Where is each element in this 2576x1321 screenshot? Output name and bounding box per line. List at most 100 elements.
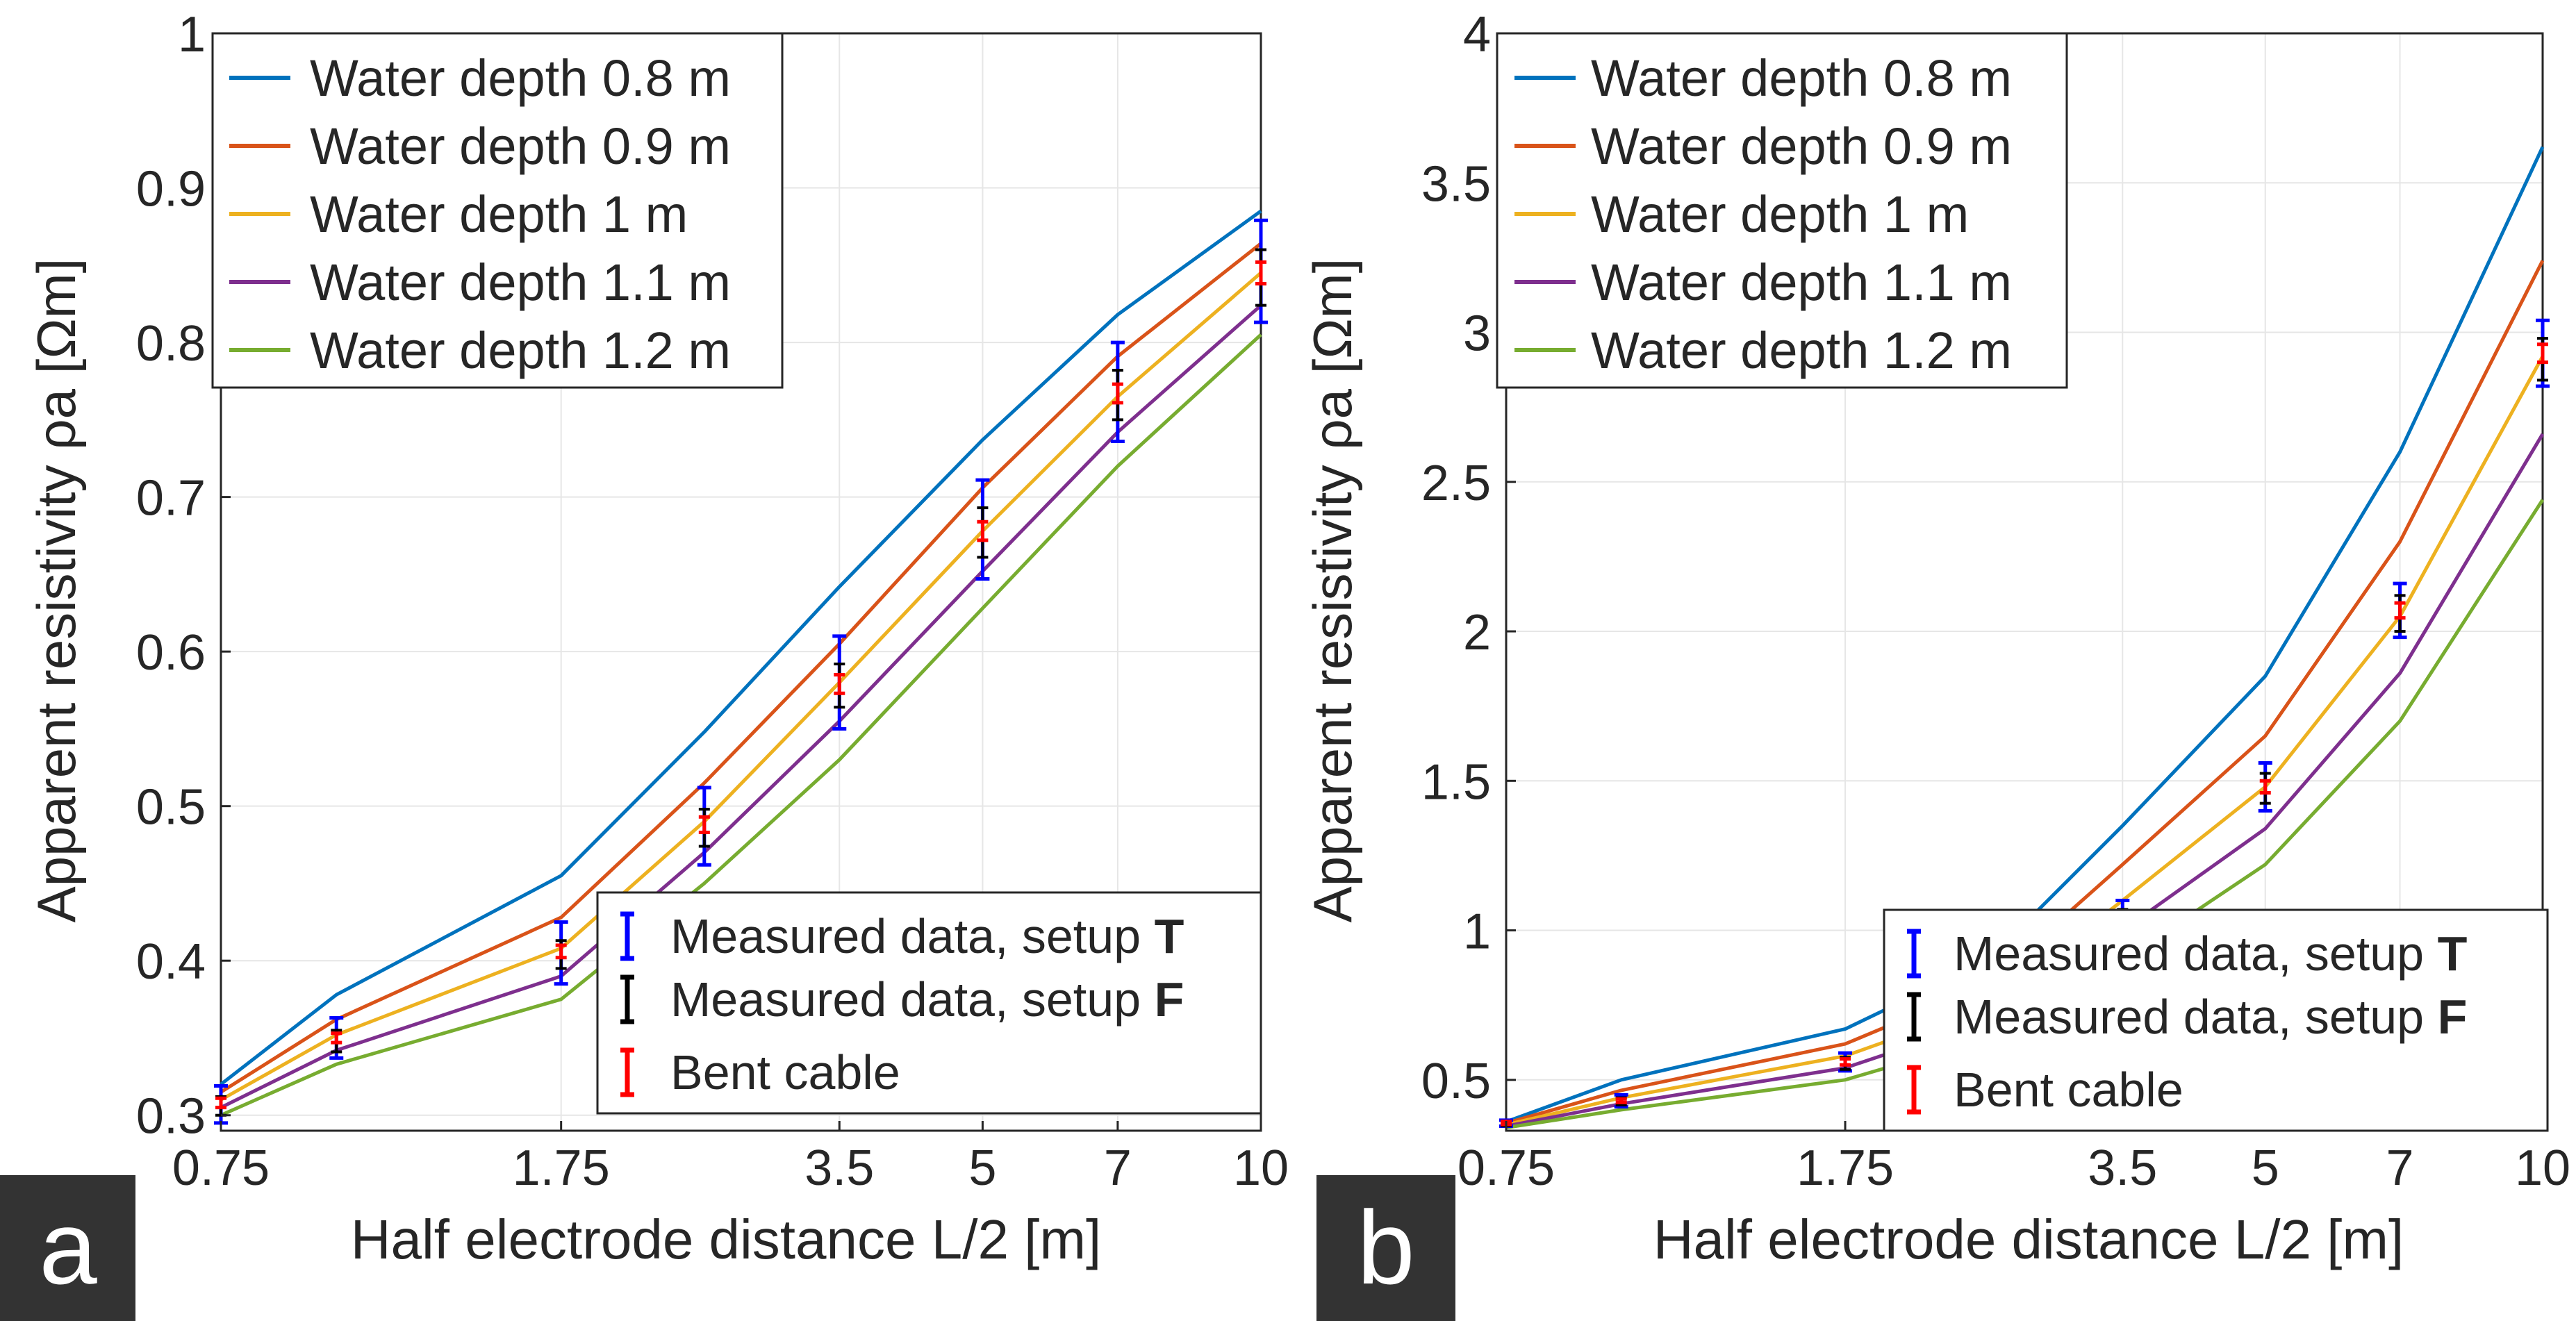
panel-a-errorbar-bent_cable-1 <box>331 1031 342 1045</box>
panel-b-y-tick-label-3: 2 <box>1463 605 1491 660</box>
panel-a-legend-marker-F <box>620 974 634 1024</box>
panel-a-label: a <box>39 1189 97 1306</box>
panel-a-x-tick-label-3: 5 <box>968 1140 996 1196</box>
panel-a-y-tick-label-2: 0.5 <box>136 780 206 836</box>
panel-a-x-tick-label-2: 3.5 <box>804 1140 874 1196</box>
panel-b-x-ticks: 0.75 1.75 3.5 5 7 10 <box>1458 1121 2570 1196</box>
panel-a-legend-marker-entry-0: Measured data, setup T <box>620 909 1184 963</box>
panel-b-y-ticks: 0.5 1 1.5 2 2.5 3 3.5 4 <box>1421 7 1516 1109</box>
panel-a-x-tick-label-0: 0.75 <box>172 1140 270 1196</box>
panel-b: 0.5 1 1.5 2 2.5 3 3.5 4 0.75 1.75 3.5 5 7 10 Apparen… <box>1302 7 2570 1321</box>
panel-a-series-line-3 <box>220 304 1262 1109</box>
panel-b-y-tick-label-0: 0.5 <box>1421 1054 1491 1109</box>
panel-a-legend-marker-label-F-text: Measured data, setup <box>670 972 1155 1027</box>
panel-b-legend-label-1: Water depth 0.9 m <box>1591 117 2012 175</box>
panel-b-legend-label-4: Water depth 1.2 m <box>1591 322 2012 379</box>
panel-a-series-line-4 <box>220 333 1262 1117</box>
panel-b-y-tick-label-4: 2.5 <box>1421 456 1491 511</box>
panel-b-legend-marker-entry-1: Measured data, setup F <box>1907 990 2467 1044</box>
panel-a-legend-marker-entry-1: Measured data, setup F <box>620 972 1184 1027</box>
panel-a-legend-marker-label-T: Measured data, setup T <box>670 909 1184 963</box>
panel-b-x-tick-label-0: 0.75 <box>1458 1140 1555 1196</box>
panel-b-legend-marker-T <box>1907 929 1921 979</box>
panel-a-errorbar-bent_cable-3 <box>698 815 710 835</box>
panel-a-y-ticks: 0.3 0.4 0.5 0.6 0.7 0.8 0.9 1 <box>136 7 231 1145</box>
panel-b-ylabel: Apparent resistivity ρa [Ωm] <box>1302 258 1363 923</box>
panel-b-legend-markers-box <box>1883 908 2549 1132</box>
panel-a-y-tick-label-0: 0.3 <box>136 1089 206 1145</box>
panel-b-series-line-0 <box>1505 146 2545 1124</box>
panel-b-legend-marker-label-T-text: Measured data, setup <box>1954 927 2438 981</box>
panel-a-ylabel: Apparent resistivity ρa [Ωm] <box>26 258 87 923</box>
panel-a-legend-entry-2: Water depth 1 m <box>229 185 688 243</box>
panel-a-legend-marker-label-F: Measured data, setup F <box>670 972 1184 1027</box>
panel-b-y-tick-label-7: 4 <box>1463 7 1491 63</box>
panel-b-legend-marker-label-T-suffix: T <box>2438 927 2468 981</box>
panel-a-errorbar-bent_cable-6 <box>1112 382 1123 405</box>
panel-b-x-tick-label-1: 1.75 <box>1797 1140 1894 1196</box>
panel-a-legend-entry-4: Water depth 1.2 m <box>229 322 731 379</box>
panel-a-legend-lines: Water depth 0.8 m Water depth 0.9 m Wate… <box>211 32 784 389</box>
panel-a-y-tick-label-5: 0.8 <box>136 316 206 372</box>
panel-a-errorbar-bent_cable-4 <box>834 673 845 695</box>
panel-a-legend-entry-1: Water depth 0.9 m <box>229 117 731 175</box>
panel-a-legend-label-1: Water depth 0.9 m <box>310 117 731 175</box>
panel-b-y-tick-label-2: 1.5 <box>1421 754 1491 810</box>
panel-b-errorbar-bent_cable-1 <box>1615 1097 1627 1105</box>
panel-b-legend-entry-0: Water depth 0.8 m <box>1514 49 2012 107</box>
panel-b-x-tick-label-2: 3.5 <box>2088 1140 2157 1196</box>
panel-b-xlabel: Half electrode distance L/2 [m] <box>1653 1208 2404 1270</box>
panel-a-xlabel: Half electrode distance L/2 [m] <box>351 1208 1102 1270</box>
panel-b-legend-markers: Measured data, setup T Measured data, se… <box>1883 908 2549 1132</box>
panel-b-legend-marker-entry-0: Measured data, setup T <box>1907 927 2467 981</box>
panel-a-legend-label-2: Water depth 1 m <box>310 185 688 243</box>
panel-a-legend-markers: Measured data, setup T Measured data, se… <box>596 891 1262 1115</box>
panel-b-legend-label-0: Water depth 0.8 m <box>1591 49 2012 107</box>
panel-b-legend-marker-label-bent: Bent cable <box>1954 1063 2183 1117</box>
panel-b-legend-marker-label-T: Measured data, setup T <box>1954 927 2467 981</box>
panel-a-y-tick-label-6: 0.9 <box>136 162 206 217</box>
panel-a-legend-entry-0: Water depth 0.8 m <box>229 49 731 107</box>
panel-a-errorbar-bent_cable-7 <box>1255 260 1266 286</box>
panel-a-markers <box>214 218 1268 1125</box>
panel-a-series-line-2 <box>220 272 1262 1102</box>
panel-b-legend-label-2: Water depth 1 m <box>1591 185 1969 243</box>
panel-b-legend-entry-1: Water depth 0.9 m <box>1514 117 2012 175</box>
panel-a-y-tick-label-3: 0.6 <box>136 625 206 681</box>
panel-b-errorbar-bent_cable-7 <box>2537 342 2548 365</box>
panel-b-legend-entry-2: Water depth 1 m <box>1514 185 1969 243</box>
panel-b-legend-marker-entry-2: Bent cable <box>1907 1063 2183 1117</box>
panel-b-label-box <box>1316 1175 1455 1321</box>
panel-b-legend-marker-bent <box>1907 1065 1921 1115</box>
panel-b-errorbar-bent_cable-5 <box>2259 779 2271 795</box>
panel-a-legend-marker-label-T-suffix: T <box>1155 909 1184 963</box>
panel-b-x-tick-label-3: 5 <box>2252 1140 2279 1196</box>
panel-b-legend-marker-F <box>1907 992 1921 1042</box>
panel-a-legend-marker-T <box>620 911 634 961</box>
panel-a-legend-marker-label-F-suffix: F <box>1155 972 1184 1027</box>
panel-a-x-tick-label-1: 1.75 <box>513 1140 610 1196</box>
panel-b-errorbar-bent_cable-6 <box>2394 601 2406 620</box>
panel-a-legend-marker-label-T-text: Measured data, setup <box>670 909 1155 963</box>
panel-a-errorbar-bent_cable-2 <box>555 943 567 960</box>
panel-a-legend-marker-bent <box>620 1047 634 1097</box>
panel-a-y-tick-label-7: 1 <box>178 7 206 63</box>
panel-a-y-tick-label-4: 0.7 <box>136 471 206 526</box>
panel-b-y-tick-label-6: 3.5 <box>1421 156 1491 212</box>
panel-a-legend-marker-label-bent: Bent cable <box>670 1045 900 1099</box>
panel-b-y-tick-label-5: 3 <box>1463 306 1491 362</box>
panel-a-legend-label-0: Water depth 0.8 m <box>310 49 731 107</box>
panel-a-x-ticks: 0.75 1.75 3.5 5 7 10 <box>172 1121 1289 1196</box>
panel-a-series <box>220 209 1262 1117</box>
panel-a-legend-label-4: Water depth 1.2 m <box>310 322 731 379</box>
panel-b-legend-marker-label-F: Measured data, setup F <box>1954 990 2467 1044</box>
panel-b-legend-lines: Water depth 0.8 m Water depth 0.9 m Wate… <box>1496 32 2068 389</box>
panel-b-label: b <box>1357 1189 1414 1306</box>
panel-a-errorbar-bent_cable-0 <box>215 1096 226 1110</box>
panel-a-legend-label-3: Water depth 1.1 m <box>310 254 731 311</box>
panel-a-legend-entry-3: Water depth 1.1 m <box>229 254 731 311</box>
panel-b-legend-label-3: Water depth 1.1 m <box>1591 254 2012 311</box>
panel-a-series-line-0 <box>220 209 1262 1086</box>
panel-a: 0.3 0.4 0.5 0.6 0.7 0.8 0.9 1 0.75 1.75 3.5 5 7 10 A… <box>0 7 1289 1321</box>
